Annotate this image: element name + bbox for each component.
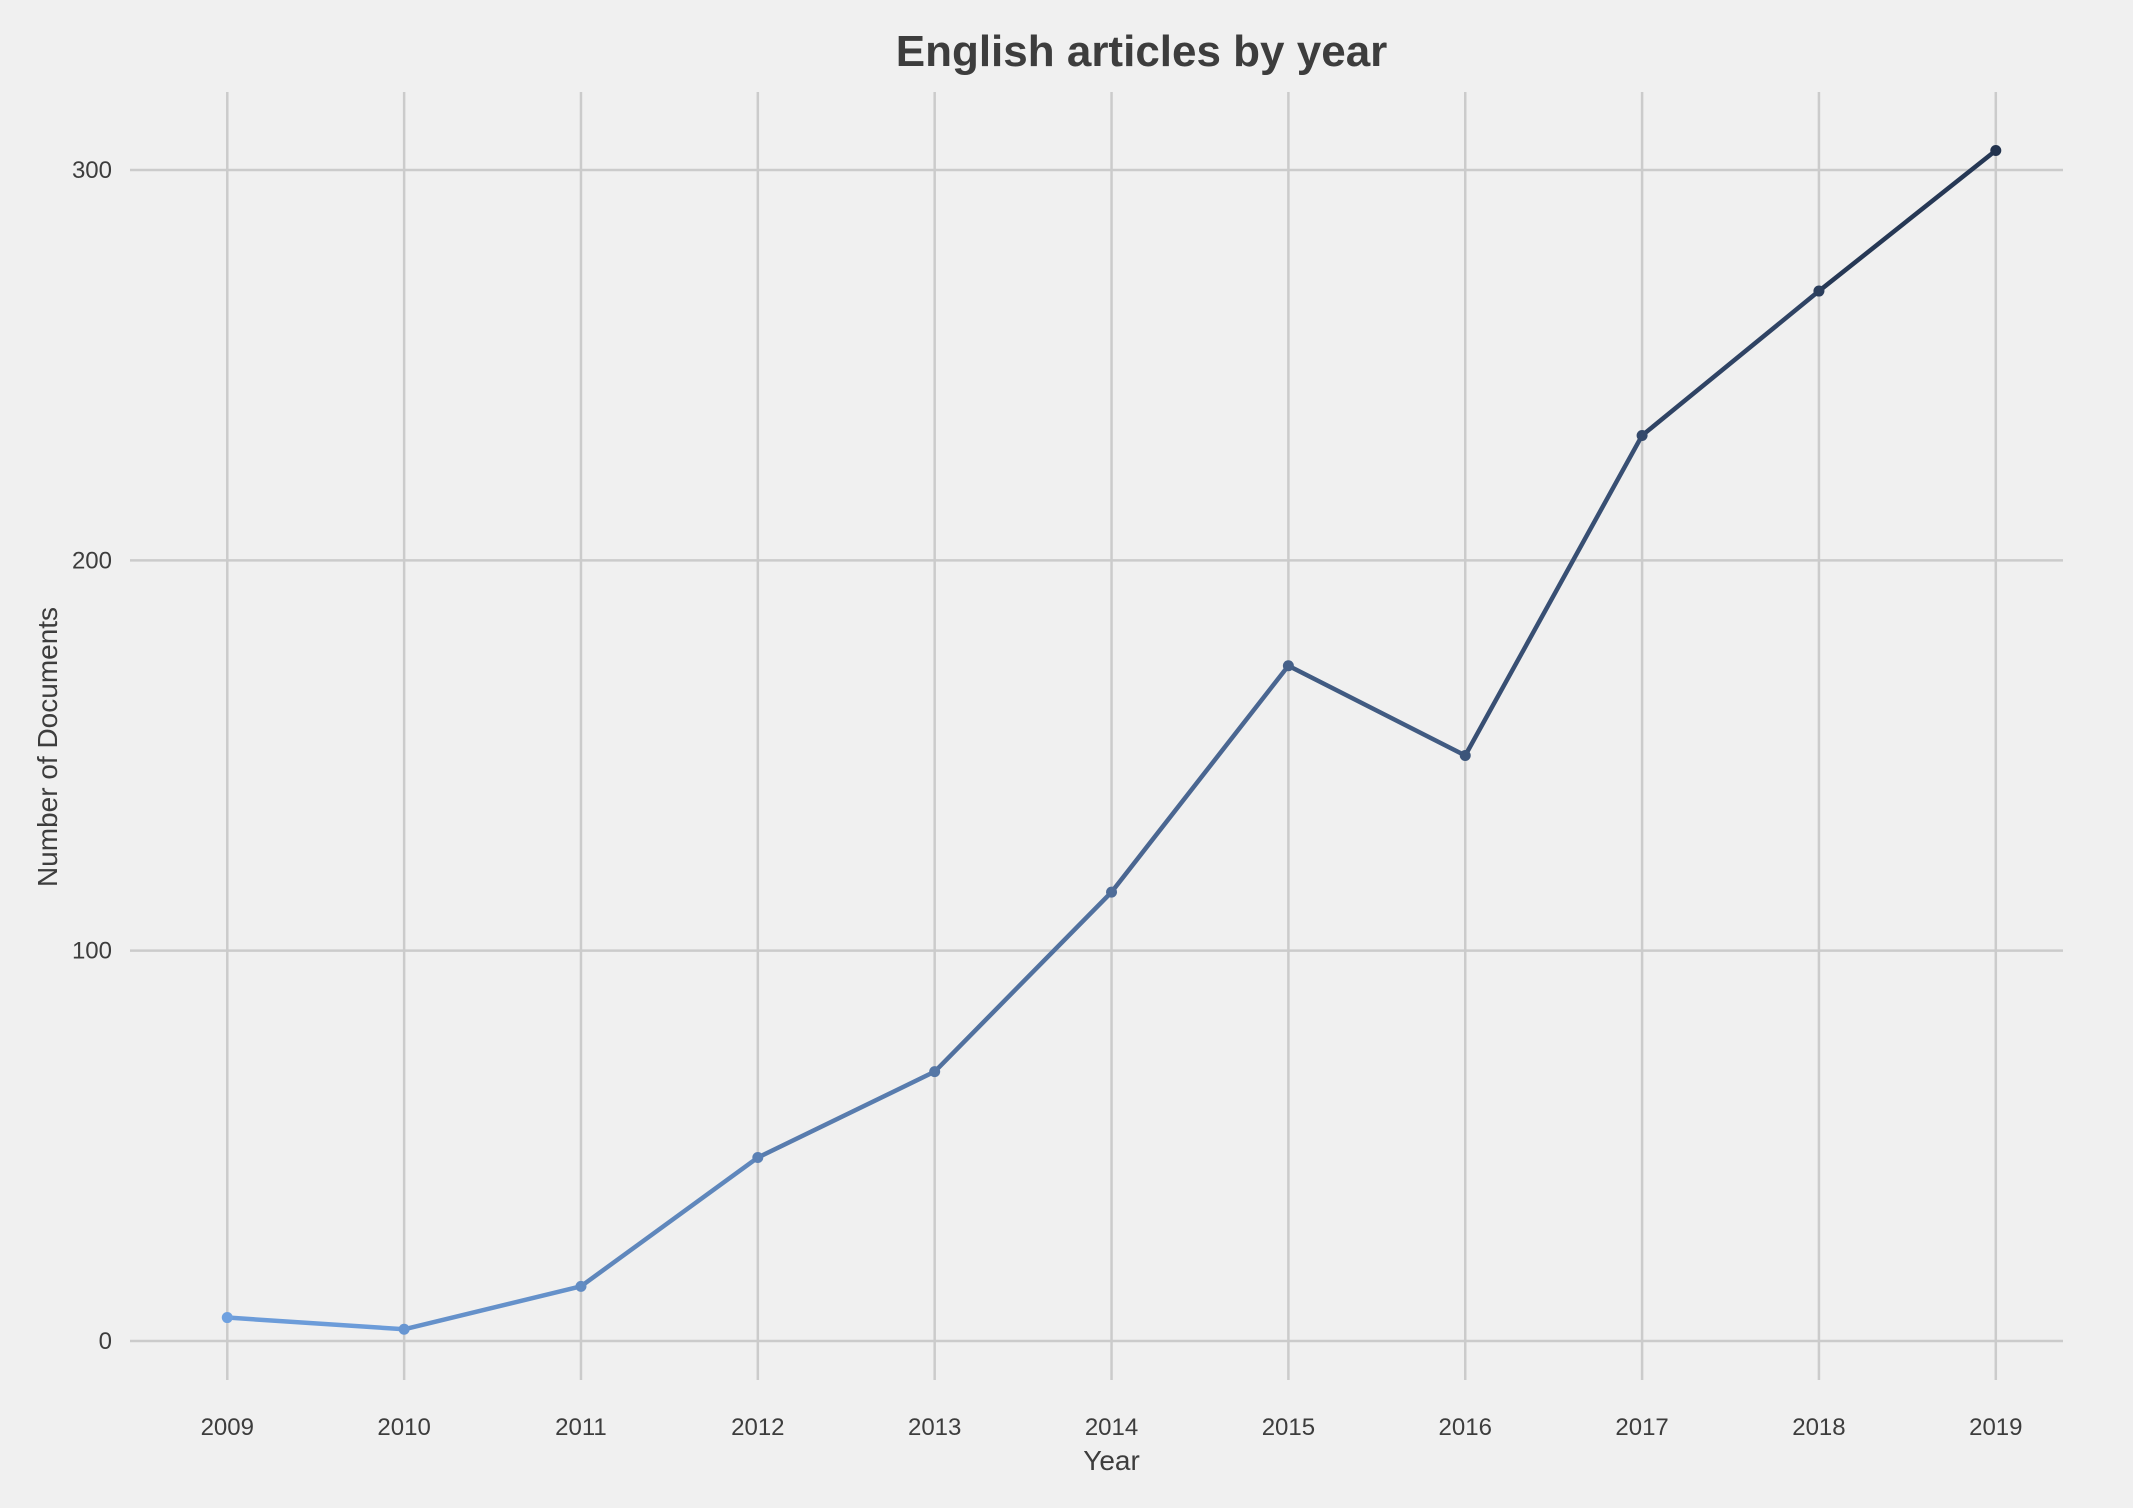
line-segment xyxy=(401,1284,584,1332)
x-tick-label: 2017 xyxy=(1615,1414,1668,1441)
x-tick-label: 2016 xyxy=(1439,1414,1492,1441)
x-tick-label: 2009 xyxy=(201,1414,254,1441)
data-point xyxy=(1636,429,1648,441)
data-point xyxy=(1990,145,2002,157)
series-line xyxy=(225,148,1999,1332)
line-segment xyxy=(578,1155,761,1289)
line-segment xyxy=(225,1315,407,1332)
x-tick-label: 2015 xyxy=(1262,1414,1315,1441)
data-point xyxy=(398,1323,410,1335)
data-point xyxy=(1282,660,1294,672)
data-point xyxy=(1106,886,1118,898)
grid xyxy=(130,92,2063,1380)
x-axis-title: Year xyxy=(1083,1445,1140,1476)
data-point xyxy=(221,1312,233,1324)
line-segment xyxy=(932,889,1114,1074)
x-tick-label: 2010 xyxy=(377,1414,430,1441)
line-segment xyxy=(1816,148,1999,294)
x-tick-label: 2018 xyxy=(1792,1414,1845,1441)
y-tick-label: 300 xyxy=(72,157,112,184)
y-axis-ticks: 0 100 200 300 xyxy=(72,157,112,1355)
data-point xyxy=(1459,750,1471,762)
series-points xyxy=(221,145,2002,1335)
line-segment xyxy=(1109,663,1291,895)
line-segment xyxy=(1639,288,1822,438)
line-segment xyxy=(1462,433,1645,758)
y-tick-label: 0 xyxy=(99,1328,112,1355)
x-tick-label: 2014 xyxy=(1085,1414,1138,1441)
data-point xyxy=(1813,285,1825,297)
y-tick-label: 200 xyxy=(72,547,112,574)
x-tick-label: 2013 xyxy=(908,1414,961,1441)
x-tick-label: 2011 xyxy=(555,1414,607,1441)
x-tick-label: 2019 xyxy=(1969,1414,2022,1441)
y-axis-title: Number of Documents xyxy=(32,607,63,887)
x-tick-label: 2012 xyxy=(731,1414,784,1441)
line-segment xyxy=(1286,663,1468,758)
data-point xyxy=(575,1280,587,1292)
line-segment xyxy=(755,1069,937,1160)
y-tick-label: 100 xyxy=(72,938,112,965)
data-point xyxy=(752,1152,764,1164)
chart-title: English articles by year xyxy=(896,27,1388,76)
data-point xyxy=(929,1066,941,1078)
x-axis-ticks: 2009 2010 2011 2012 2013 2014 2015 2016 2017 2018… xyxy=(201,1414,2023,1441)
